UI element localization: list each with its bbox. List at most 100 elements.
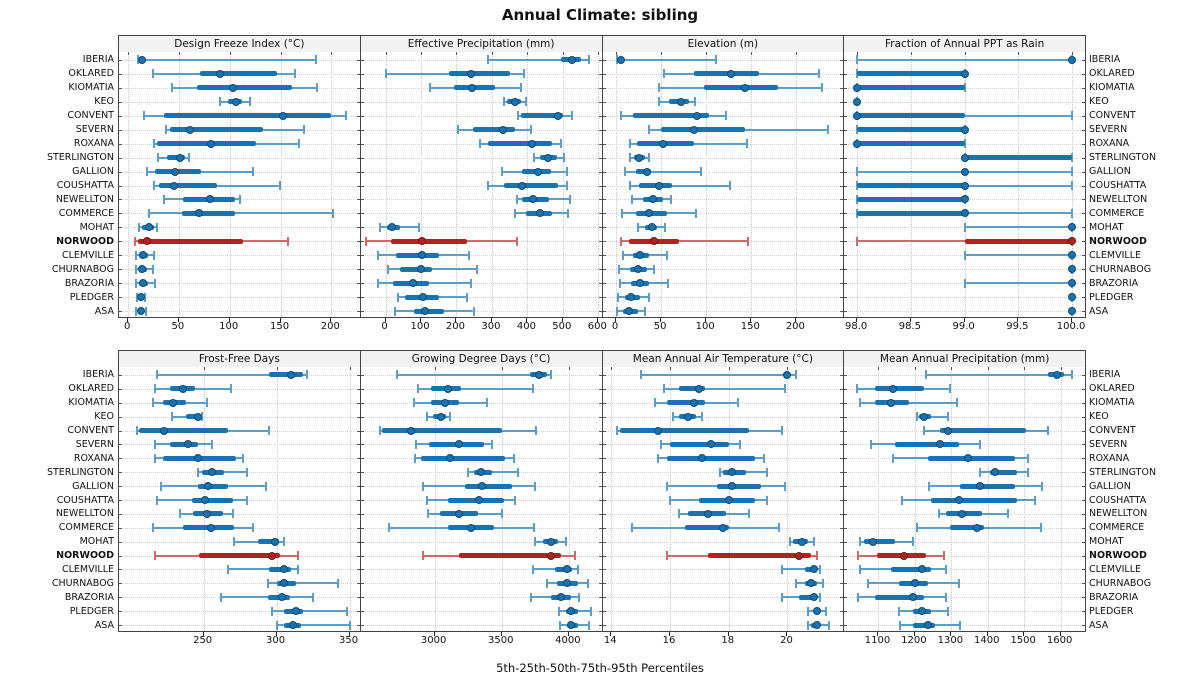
- whisker-cap-95th: [1046, 426, 1049, 436]
- row-tick-right: [840, 472, 844, 474]
- x-tick: [228, 318, 230, 322]
- whisker-cap-5th: [859, 537, 862, 547]
- row-tick-right: [1082, 129, 1085, 131]
- whisker-cap-5th: [666, 481, 669, 491]
- row-label-right-gallion: GALLION: [1089, 166, 1131, 178]
- row-tick-left: [844, 374, 848, 376]
- row-label-left-convent: CONVENT: [67, 110, 114, 122]
- whisker-cap-95th: [728, 181, 731, 190]
- row-tick-left: [602, 486, 606, 488]
- x-tick: [348, 632, 350, 636]
- x-tick-top: [229, 52, 231, 55]
- percentiles-caption: 5th-25th-50th-75th-95th Percentiles: [496, 661, 704, 675]
- row-gridline: [602, 171, 844, 173]
- x-tick-label: 300: [266, 635, 286, 646]
- x-tick-top: [203, 367, 205, 370]
- x-tick: [877, 632, 879, 636]
- x-tick-label: 20: [780, 635, 793, 646]
- row-tick-right: [598, 213, 602, 215]
- median-dot: [179, 384, 188, 393]
- row-tick-right: [598, 416, 602, 418]
- row-tick-left: [844, 199, 848, 201]
- x-tick: [986, 632, 988, 636]
- row-tick-left: [360, 73, 364, 75]
- median-dot: [535, 209, 544, 218]
- x-tick: [490, 318, 492, 322]
- row-tick-left: [602, 444, 606, 446]
- p25-p75-bar: [894, 441, 959, 447]
- row-tick-right: [1082, 527, 1085, 529]
- row-tick-left: [602, 143, 606, 145]
- whisker-cap-5th: [923, 426, 925, 436]
- row-tick-left: [844, 555, 848, 557]
- median-dot: [676, 97, 685, 106]
- x-tick-label: 300: [481, 321, 501, 332]
- p25-p75-bar: [678, 386, 706, 392]
- whisker-cap-5th: [658, 97, 661, 107]
- row-tick-left: [119, 171, 122, 173]
- p5-p95-line: [397, 373, 552, 376]
- whisker-cap-5th: [636, 222, 639, 232]
- whisker-cap-95th: [533, 481, 536, 491]
- whisker-cap-95th: [1026, 467, 1029, 477]
- row-tick-left: [360, 59, 364, 61]
- median-dot: [143, 237, 152, 246]
- x-tick: [610, 632, 612, 636]
- row-tick-right: [598, 227, 602, 229]
- x-tick: [275, 632, 277, 636]
- x-tick-top: [1072, 52, 1074, 55]
- whisker-cap-95th: [297, 551, 300, 561]
- row-tick-left: [360, 458, 364, 460]
- median-dot: [291, 607, 300, 616]
- whisker-cap-5th: [154, 551, 157, 561]
- row-tick-left: [602, 87, 606, 89]
- row-tick-left: [119, 115, 122, 117]
- whisker-cap-95th: [265, 481, 268, 491]
- whisker-cap-5th: [666, 551, 669, 561]
- row-tick-right: [356, 416, 360, 418]
- row-tick-left: [119, 597, 122, 599]
- row-tick-left: [360, 472, 364, 474]
- whisker-cap-95th: [944, 564, 947, 574]
- row-tick-left: [844, 185, 848, 187]
- whisker-cap-5th: [170, 412, 173, 422]
- row-tick-right: [840, 416, 844, 418]
- x-tick-label: 350: [338, 635, 359, 646]
- row-gridline: [119, 611, 360, 613]
- row-tick-left: [360, 199, 364, 201]
- x-tick-top: [349, 367, 351, 370]
- row-tick-right: [840, 597, 844, 599]
- whisker-cap-95th: [959, 620, 962, 630]
- median-dot: [139, 279, 148, 288]
- median-dot: [954, 496, 963, 504]
- p5-p95-line: [640, 373, 797, 376]
- row-label-left-coushatta: COUSHATTA: [56, 180, 114, 191]
- panel-header-fraction-of-annual-ppt-as-rain: Fraction of Annual PPT as Rain: [843, 35, 1086, 53]
- x-tick-label: 100.0: [1056, 321, 1086, 332]
- median-dot: [923, 621, 932, 630]
- row-tick-left: [602, 199, 606, 201]
- p5-p95-line: [221, 596, 314, 599]
- median-dot: [812, 621, 821, 630]
- whisker-cap-5th: [152, 139, 155, 149]
- median-dot: [853, 83, 862, 92]
- whisker-cap-95th: [588, 55, 591, 65]
- whisker-cap-5th: [531, 564, 534, 574]
- whisker-cap-5th: [393, 306, 396, 316]
- p5-p95-line: [925, 373, 1072, 376]
- row-label-left-asa: ASA: [94, 305, 114, 317]
- median-dot: [1068, 307, 1077, 316]
- row-tick-right: [840, 486, 844, 488]
- row-label-right-roxana: ROXANA: [1089, 138, 1130, 150]
- row-tick-right: [840, 402, 844, 404]
- whisker-cap-5th: [467, 467, 470, 477]
- median-dot: [418, 251, 427, 260]
- row-label-right-convent: CONVENT: [1089, 425, 1136, 437]
- row-tick-right: [1082, 541, 1085, 543]
- p5-p95-line: [488, 58, 590, 61]
- row-tick-right: [840, 129, 844, 131]
- x-tick: [526, 318, 528, 322]
- row-tick-right: [356, 458, 360, 460]
- x-tick-label: 0: [611, 321, 619, 332]
- row-tick-right: [356, 444, 360, 446]
